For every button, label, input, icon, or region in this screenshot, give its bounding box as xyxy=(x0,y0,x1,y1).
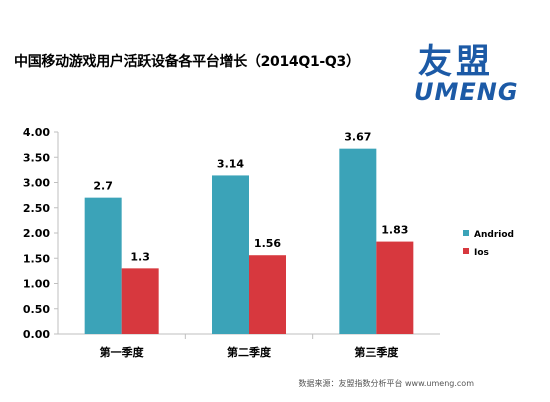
umeng-logo: 友盟 UMENG xyxy=(412,34,542,116)
axis-layer: 0.00 0.50 1.00 1.50 2.00 2.50 3.00 3.50 4.00 第一季度… xyxy=(23,126,440,359)
data-label: 1.3 xyxy=(130,250,150,263)
bar-ios xyxy=(121,268,159,334)
x-category-label: 第三季度 xyxy=(354,345,399,359)
data-label: 2.7 xyxy=(93,180,113,193)
x-category-label: 第二季度 xyxy=(227,345,272,359)
y-tick-label: 2.00 xyxy=(23,227,50,240)
legend-label-ios: Ios xyxy=(474,248,489,258)
legend-swatch-ios xyxy=(463,248,469,254)
y-tick-label: 1.50 xyxy=(23,252,50,265)
bar-andriod xyxy=(84,197,122,334)
data-label: 3.14 xyxy=(217,157,244,170)
y-tick-label: 1.00 xyxy=(23,278,50,291)
data-label: 3.67 xyxy=(344,131,371,144)
y-tick-label: 4.00 xyxy=(23,126,50,139)
data-source-note: 数据来源：友盟指数分析平台 www.umeng.com xyxy=(298,379,474,388)
y-tick-label: 3.00 xyxy=(23,177,50,190)
bar-ios xyxy=(376,241,414,334)
data-label: 1.56 xyxy=(254,237,281,250)
chart-title: 中国移动游戏用户活跃设备各平台增长（2014Q1-Q3） xyxy=(14,54,360,70)
bars-layer xyxy=(84,148,414,334)
legend-label-andriod: Andriod xyxy=(474,230,514,240)
legend: Andriod Ios xyxy=(463,230,514,258)
bar-andriod xyxy=(212,175,249,334)
legend-swatch-andriod xyxy=(463,230,469,236)
y-tick-label: 0.50 xyxy=(23,303,50,316)
logo-chinese-text: 友盟 xyxy=(418,42,494,82)
y-tick-label: 2.50 xyxy=(23,202,50,215)
labels-layer: 2.7 1.3 3.14 1.56 3.67 1.83 xyxy=(93,131,408,264)
data-label: 1.83 xyxy=(381,224,408,237)
bar-andriod xyxy=(339,148,377,334)
logo-english-text: UMENG xyxy=(414,78,519,106)
y-tick-label: 0.00 xyxy=(23,328,50,341)
bar-ios xyxy=(249,255,286,334)
y-tick-label: 3.50 xyxy=(23,151,50,164)
x-category-label: 第一季度 xyxy=(100,345,145,359)
